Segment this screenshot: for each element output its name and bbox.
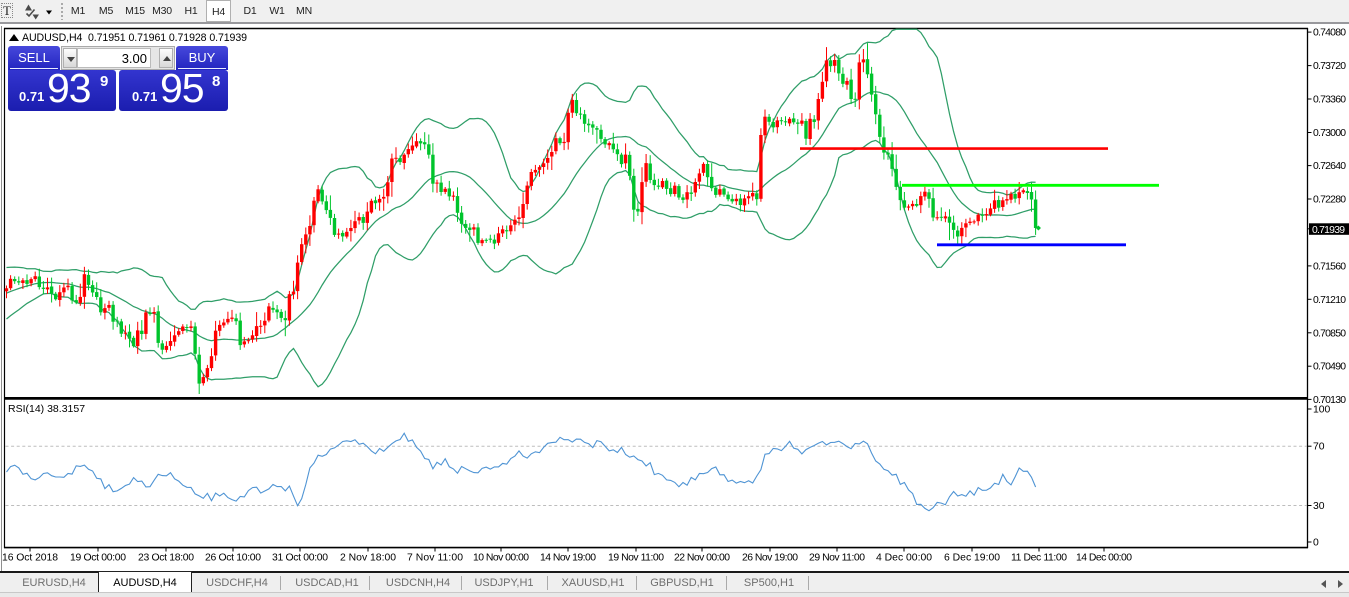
svg-text:19 Oct 00:00: 19 Oct 00:00 [70,553,126,564]
svg-text:14 Dec 00:00: 14 Dec 00:00 [1076,553,1132,564]
svg-text:0.70850: 0.70850 [1313,328,1346,339]
svg-text:14 Nov 19:00: 14 Nov 19:00 [540,553,596,564]
svg-text:4 Dec 00:00: 4 Dec 00:00 [876,553,932,564]
svg-text:16 Oct 2018: 16 Oct 2018 [2,553,58,564]
svg-text:31 Oct 00:00: 31 Oct 00:00 [272,553,328,564]
svg-text:0: 0 [1313,538,1319,549]
svg-text:0.70490: 0.70490 [1313,362,1346,373]
svg-text:23 Oct 18:00: 23 Oct 18:00 [138,553,194,564]
svg-text:0.71210: 0.71210 [1313,295,1346,306]
svg-text:70: 70 [1313,442,1325,453]
svg-text:29 Nov 11:00: 29 Nov 11:00 [809,553,865,564]
svg-text:0.71939: 0.71939 [1312,225,1345,236]
svg-text:26 Oct 10:00: 26 Oct 10:00 [205,553,261,564]
svg-text:22 Nov 00:00: 22 Nov 00:00 [674,553,730,564]
svg-text:0.73000: 0.73000 [1313,128,1346,139]
svg-text:0.73360: 0.73360 [1313,95,1346,106]
svg-text:0.72280: 0.72280 [1313,195,1346,206]
svg-text:19 Nov 11:00: 19 Nov 11:00 [608,553,664,564]
svg-text:30: 30 [1313,501,1325,512]
svg-text:11 Dec 11:00: 11 Dec 11:00 [1011,553,1067,564]
svg-text:26 Nov 19:00: 26 Nov 19:00 [742,553,798,564]
svg-text:0.74080: 0.74080 [1313,28,1346,39]
svg-text:100: 100 [1313,405,1331,416]
svg-text:0.70130: 0.70130 [1313,395,1346,406]
svg-text:0.71560: 0.71560 [1313,261,1346,272]
svg-text:0.72640: 0.72640 [1313,161,1346,172]
svg-text:0.73720: 0.73720 [1313,61,1346,72]
svg-text:2 Nov 18:00: 2 Nov 18:00 [340,553,396,564]
svg-text:6 Dec 19:00: 6 Dec 19:00 [944,553,1000,564]
svg-text:10 Nov 00:00: 10 Nov 00:00 [473,553,529,564]
svg-text:7 Nov 11:00: 7 Nov 11:00 [407,553,463,564]
